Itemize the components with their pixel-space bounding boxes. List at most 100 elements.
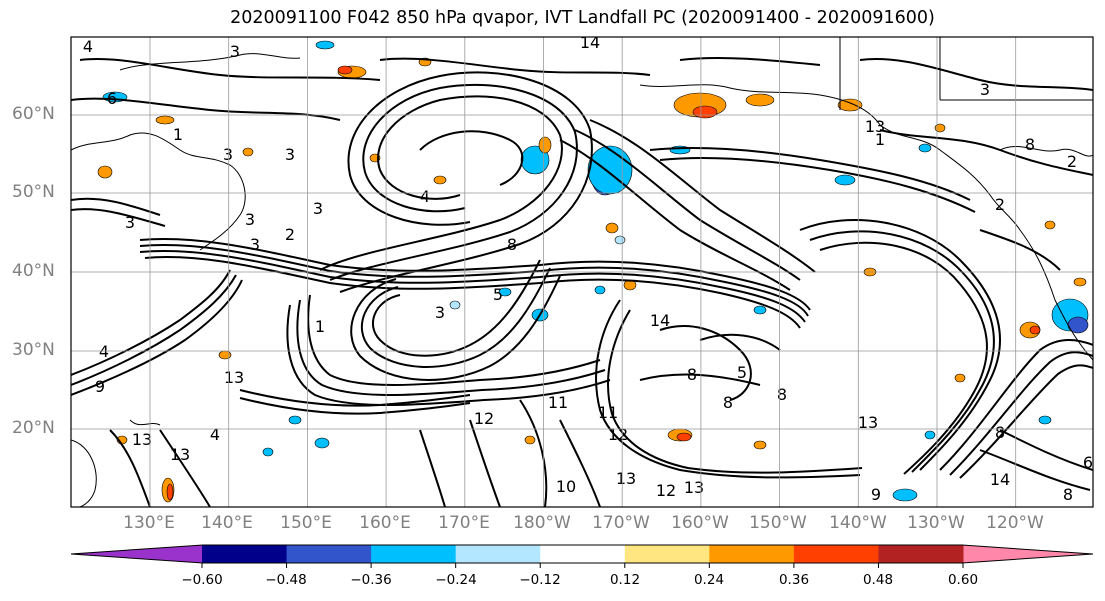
lon-label-130w: 130°W [907, 513, 965, 533]
anomaly-fill-region [1073, 277, 1087, 287]
qvapor-fill-regions [97, 40, 1089, 503]
contour-label: 3 [435, 303, 445, 322]
lon-label-170e: 170°E [438, 513, 490, 533]
anomaly-fill-region [924, 430, 936, 440]
contour-label: 2 [285, 225, 295, 244]
anomaly-fill-region [314, 437, 330, 449]
contour-label: 1 [315, 317, 325, 336]
anomaly-fill-region [1038, 415, 1052, 425]
colorbar-label-012: 0.12 [609, 572, 641, 588]
colorbar-segment [286, 545, 372, 563]
contour-label: 8 [507, 235, 517, 254]
contour-label: 8 [777, 385, 787, 404]
contour-label: 14 [990, 470, 1010, 489]
colorbar-label-neg024: −0.24 [435, 572, 477, 588]
contour-label: 9 [871, 485, 881, 504]
anomaly-fill-region [918, 143, 932, 153]
lat-label-20n: 20°N [12, 418, 55, 438]
contour-label: 6 [1083, 453, 1093, 472]
graticule [71, 37, 1093, 507]
anomaly-fill-region [834, 174, 856, 186]
colorbar-segment [202, 545, 288, 563]
colorbar-segment [371, 545, 457, 563]
contour-label: 6 [107, 89, 117, 108]
lon-label-140w: 140°W [829, 513, 887, 533]
anomaly-fill-region [934, 123, 946, 133]
contour-label: 4 [83, 37, 93, 56]
anomaly-fill-region [837, 98, 863, 112]
contour-label: 8 [1025, 135, 1035, 154]
contour-label: 3 [313, 199, 323, 218]
colorbar-segment [540, 545, 626, 563]
colorbar-label-neg060: −0.60 [181, 572, 223, 588]
lat-label-30n: 30°N [12, 340, 55, 360]
colorbar-segment [624, 545, 710, 563]
lat-label-50n: 50°N [12, 182, 55, 202]
lat-label-40n: 40°N [12, 261, 55, 281]
map-frame [70, 36, 1094, 508]
contour-label: 4 [210, 425, 220, 444]
lon-label-140e: 140°E [201, 513, 253, 533]
contour-label: 13 [684, 478, 704, 497]
colorbar-outline [70, 544, 1094, 564]
lon-label-180w: 180°W [513, 513, 571, 533]
anomaly-fill-region [614, 235, 626, 245]
contour-label: 8 [687, 365, 697, 384]
anomaly-fill-region [155, 115, 175, 125]
lat-label-60n: 60°N [12, 104, 55, 124]
contour-label: 3 [223, 145, 233, 164]
contour-label: 8 [995, 423, 1005, 442]
lon-label-150e: 150°E [280, 513, 332, 533]
anomaly-fill-region [692, 105, 718, 119]
colorbar-label-024: 0.24 [693, 572, 725, 588]
contour-label: 13 [132, 430, 152, 449]
anomaly-fill-region [315, 40, 335, 50]
anomaly-fill-region [524, 435, 536, 445]
colorbar-segment [878, 545, 964, 563]
coastlines [71, 37, 1093, 507]
contour-label: 1 [875, 130, 885, 149]
colorbar-label-060: 0.60 [947, 572, 979, 588]
lon-label-160e: 160°E [359, 513, 411, 533]
contour-label: 11 [548, 393, 568, 412]
colorbar-label-048: 0.48 [862, 572, 894, 588]
lon-label-120w: 120°W [986, 513, 1044, 533]
anomaly-fill-region [262, 447, 274, 457]
anomaly-fill-region [753, 440, 767, 450]
contour-label: 4 [420, 187, 430, 206]
contour-label: 2 [995, 195, 1005, 214]
anomaly-fill-region [337, 65, 353, 75]
contour-label: 3 [285, 145, 295, 164]
contour-label: 3 [245, 210, 255, 229]
contour-label: 3 [230, 42, 240, 61]
contour-label: 5 [737, 363, 747, 382]
colorbar-extend-min [71, 545, 203, 563]
contour-label: 12 [608, 425, 628, 444]
contour-label: 10 [556, 477, 576, 496]
contour-label: 9 [95, 377, 105, 396]
colorbar-extend-max [962, 545, 1093, 563]
anomaly-fill-region [433, 175, 447, 185]
anomaly-fill-region [1029, 325, 1041, 335]
contour-label: 12 [474, 409, 494, 428]
colorbar-segment [709, 545, 795, 563]
contour-label: 8 [723, 393, 733, 412]
lon-label-150w: 150°W [749, 513, 807, 533]
anomaly-fill-region [954, 373, 966, 383]
contour-label: 14 [580, 33, 600, 52]
contour-label: 13 [865, 117, 885, 136]
contour-label: 3 [250, 235, 260, 254]
contour-label: 13 [616, 469, 636, 488]
colorbar-label-neg048: −0.48 [265, 572, 307, 588]
contour-label: 2 [1067, 152, 1077, 171]
contour-label: 5 [493, 285, 503, 304]
contour-label: 13 [224, 368, 244, 387]
contour-label: 13 [858, 413, 878, 432]
anomaly-fill-region [745, 93, 775, 107]
anomaly-fill-region [218, 350, 232, 360]
anomaly-fill-region [605, 222, 619, 234]
anomaly-fill-region [498, 287, 512, 297]
contour-label: 3 [125, 213, 135, 232]
